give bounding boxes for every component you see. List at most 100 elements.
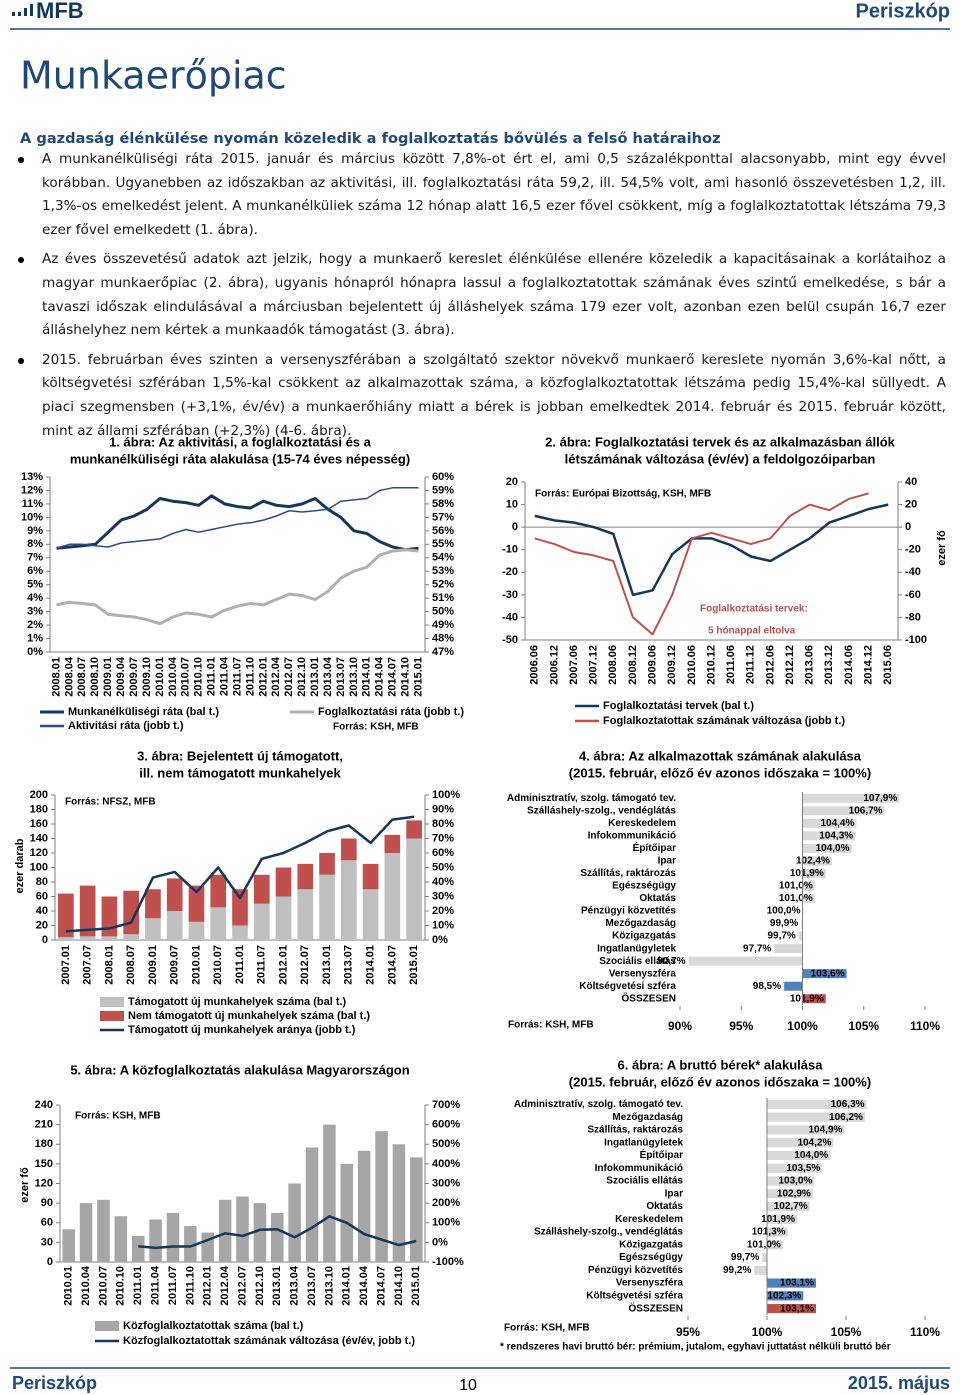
y-tick-label: -100 [905, 634, 927, 646]
y-tick-label: 51% [432, 592, 454, 604]
category-label: Pénzügyi közvetítés [581, 906, 676, 917]
bar [406, 838, 422, 940]
y-tick-label: -10 [502, 544, 518, 556]
bar [79, 1203, 93, 1262]
x-tick-label: 2013.12 [823, 645, 835, 685]
bar [297, 889, 314, 940]
category-label: Kereskedelem [608, 818, 676, 829]
chart-source: Forrás: KSH, MFB [504, 1323, 590, 1334]
x-tick-label: 2010.07 [97, 1266, 109, 1306]
chart-source: Forrás: NFSZ, MFB [65, 797, 156, 808]
bar [802, 831, 856, 841]
value-label: 104,0% [816, 843, 850, 854]
x-tick-label: 2007.06 [568, 645, 580, 685]
x-tick-label: 105% [848, 1019, 879, 1033]
category-label: Szociális ellátás [599, 956, 676, 967]
y-tick-label: 10% [21, 511, 43, 523]
logo-mark [18, 12, 21, 16]
y-tick-label: 700% [432, 1099, 460, 1111]
chart-title: létszámának változása (év/év) a feldolgo… [565, 451, 876, 466]
value-label: 101,0% [779, 893, 813, 904]
y-tick-label: 60% [432, 847, 454, 859]
value-label: 103,5% [786, 1163, 820, 1174]
y-tick-label: 52% [432, 579, 454, 591]
bar [236, 1196, 249, 1262]
y-tick-label: 1% [27, 632, 43, 644]
bar [384, 853, 401, 940]
bullet: Az éves összevetésű adatok azt jelzik, h… [14, 248, 946, 342]
bar [802, 843, 852, 853]
bar [767, 1291, 804, 1301]
value-label: 103,0% [778, 1176, 812, 1187]
y-tick-label: 9% [27, 525, 43, 537]
bar [767, 1214, 798, 1224]
bar [131, 1235, 145, 1262]
value-label: 101,9% [790, 868, 824, 879]
x-tick-label: 2014.07 [386, 945, 398, 985]
bar [375, 1131, 388, 1262]
bar [767, 1163, 823, 1173]
x-tick-label: 2012.04 [219, 1265, 231, 1306]
legend-label: Foglalkoztatási ráta (jobb t.) [318, 706, 464, 718]
y-tick-label: 58% [432, 498, 454, 510]
y-tick-label: -20 [502, 566, 518, 578]
bar [767, 1227, 788, 1237]
x-tick-label: 2011.07 [256, 945, 268, 984]
bar [754, 1265, 767, 1275]
bar [688, 956, 803, 966]
category-label: Egészségügy [612, 881, 676, 892]
bar [801, 919, 803, 929]
y-axis-label: ezer darab [14, 838, 26, 893]
y-tick-label: 11% [22, 498, 44, 510]
bar [253, 903, 270, 940]
x-tick-label: 2008.06 [607, 645, 619, 685]
category-label: Versenyszféra [616, 1278, 684, 1289]
x-tick-label: 2009.10 [141, 657, 153, 697]
y-tick-label: 300% [432, 1177, 460, 1189]
x-tick-label: 2014.07 [375, 1266, 387, 1306]
x-tick-label: 2014.12 [862, 645, 874, 685]
y-tick-label: -80 [905, 611, 921, 623]
category-label: Infokommunikáció [588, 830, 676, 841]
x-tick-label: 2012.10 [296, 657, 308, 697]
x-tick-label: 2012.01 [257, 657, 269, 697]
x-tick-label: 110% [910, 1019, 940, 1033]
x-tick-label: 95% [729, 1019, 753, 1033]
category-label: Oktatás [646, 1201, 683, 1212]
chart-title: 3. ábra: Bejelentett új támogatott, [137, 748, 343, 763]
x-tick-label: 2010.01 [190, 945, 202, 985]
x-tick-label: 2013.01 [321, 945, 333, 985]
bar [767, 1176, 815, 1186]
value-label: 104,3% [819, 830, 853, 841]
category-label: Adminisztratív, szolg. támogató tev. [514, 1099, 683, 1110]
annotation: Foglalkoztatási tervek: [700, 604, 808, 615]
value-label: 101,9% [790, 993, 824, 1004]
bar [188, 921, 205, 940]
y-tick-label: -50 [502, 634, 518, 646]
bar [253, 1203, 267, 1262]
x-tick-label: 2013.07 [335, 657, 347, 697]
bar [802, 969, 847, 979]
x-tick-label: 2014.10 [393, 1266, 405, 1306]
category-label: ÖSSZESEN [629, 1301, 683, 1314]
y-tick-label: 500% [432, 1138, 460, 1150]
y-tick-label: 600% [432, 1119, 460, 1131]
category-label: Közigazgatás [612, 931, 676, 942]
y-tick-label: 5% [27, 579, 43, 591]
legend-label: Foglalkoztatottak számának változása (jo… [603, 715, 845, 727]
bar [802, 806, 885, 816]
category-label: Infokommunikáció [595, 1163, 683, 1174]
x-tick-label: 2009.04 [115, 656, 127, 697]
x-tick-label: 2010.10 [193, 657, 205, 697]
bar [798, 931, 803, 941]
y-tick-label: 7% [27, 552, 43, 564]
x-tick-label: 2011.07 [231, 657, 243, 696]
y-tick-label: 40 [36, 905, 48, 917]
x-tick-label: 2009.07 [169, 945, 181, 985]
x-tick-label: 2013.04 [322, 656, 334, 697]
x-tick-label: 2014.04 [374, 656, 386, 697]
category-label: Szociális ellátás [606, 1176, 683, 1187]
logo-mark [12, 12, 15, 16]
y-tick-label: 3% [27, 606, 43, 618]
